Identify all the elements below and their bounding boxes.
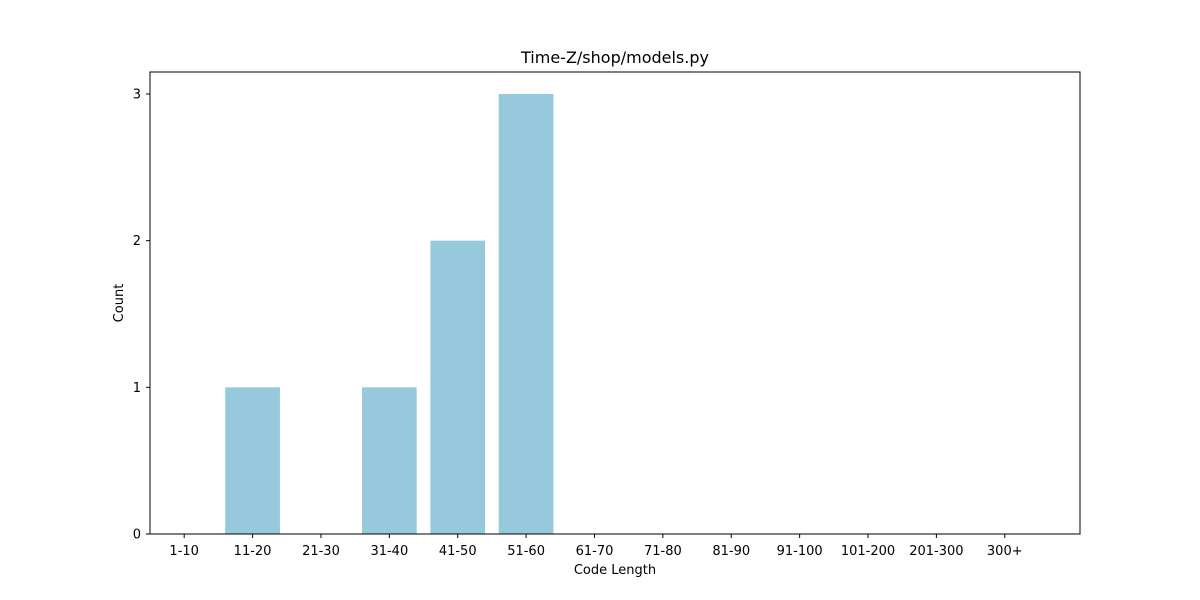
x-tick-label: 300+ <box>987 544 1023 559</box>
x-tick-label: 51-60 <box>507 544 545 559</box>
x-tick-label: 41-50 <box>439 544 477 559</box>
bar-31-40 <box>361 387 417 534</box>
x-tick-label: 91-100 <box>777 544 823 559</box>
y-axis-title: Count <box>112 284 127 323</box>
x-tick-label: 1-10 <box>169 544 199 559</box>
x-tick-label: 81-90 <box>712 544 750 559</box>
bar-11-20 <box>225 387 280 534</box>
x-tick-label: 201-300 <box>909 544 963 559</box>
chart-title: Time-Z/shop/models.py <box>520 48 709 67</box>
x-tick-label: 11-20 <box>234 544 272 559</box>
y-tick-label: 3 <box>133 88 141 103</box>
x-tick-label: 71-80 <box>644 544 682 559</box>
plot-frame <box>149 71 1081 535</box>
x-tick-label: 21-30 <box>302 544 340 559</box>
x-tick-label: 101-200 <box>841 544 895 559</box>
bar-41-50 <box>430 240 486 534</box>
y-axis-ticks: 0 1 2 3 <box>133 88 150 543</box>
x-tick-label: 31-40 <box>370 544 408 559</box>
x-axis-title: Code Length <box>574 563 656 578</box>
bars-layer <box>225 94 554 534</box>
x-axis-ticks: 1-10 11-20 21-30 31-40 41-50 51-60 61-70 71-80 8… <box>169 534 1023 559</box>
bar-51-60 <box>498 94 554 534</box>
y-tick-label: 1 <box>133 381 141 396</box>
x-tick-label: 61-70 <box>576 544 614 559</box>
y-tick-label: 0 <box>133 528 141 543</box>
y-tick-label: 2 <box>133 234 141 249</box>
